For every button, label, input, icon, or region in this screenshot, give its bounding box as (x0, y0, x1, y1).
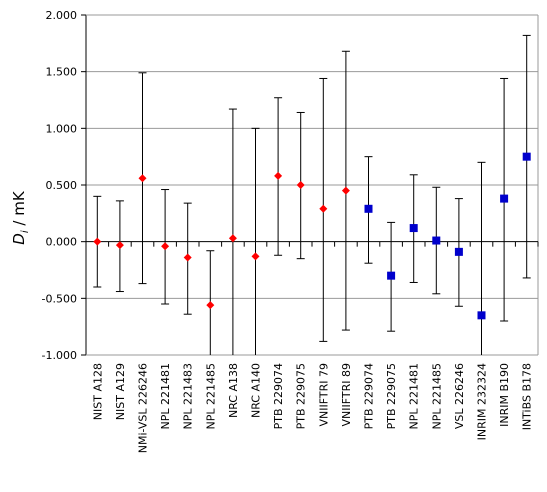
axes (81, 14, 539, 356)
x-tick-label: NIST A128 (91, 363, 104, 420)
data-point-square (522, 152, 531, 161)
y-axis-label-main: D (10, 233, 28, 245)
x-tick-label: NMi-VSL 226246 (137, 363, 150, 453)
data-point-diamond (161, 242, 170, 251)
x-tick-label: INRIM 232324 (476, 363, 489, 440)
x-tick-label: NRC A138 (227, 363, 240, 418)
x-tick-label: NIST A129 (114, 363, 127, 420)
x-tick-label: PTB 229075 (385, 363, 398, 429)
data-point-square (364, 204, 373, 213)
data-point-diamond (228, 234, 237, 243)
x-tick-label: PTB 229074 (363, 363, 376, 429)
y-axis-label: Di / mK (10, 190, 31, 245)
data-point-square (477, 311, 486, 320)
data-point-diamond (341, 186, 350, 195)
data-point-diamond (319, 204, 328, 213)
data-point-diamond (274, 171, 283, 180)
y-tick-labels: 2.000 1.500 1.000 0.500 0.000 -0.500 -1.000 (42, 9, 77, 362)
data-point-square (454, 247, 463, 256)
data-point-square (500, 194, 509, 203)
data-point-diamond (138, 174, 147, 183)
x-tick-label: NPL 221483 (182, 363, 195, 429)
y-tick-label: 0.000 (46, 236, 78, 249)
x-tick-label: INTiBS B178 (521, 363, 534, 430)
y-tick-label: 1.500 (46, 66, 78, 79)
x-tick-labels: NIST A128 NIST A129 NMi-VSL 226246 NPL 2214… (91, 363, 533, 453)
data-point-diamond (296, 181, 305, 189)
x-tick-label: VNIIFTRI 79 (317, 363, 330, 426)
data-point-square (387, 271, 396, 280)
y-tick-label: 2.000 (46, 9, 78, 22)
x-tick-label: NPL 221481 (408, 363, 421, 429)
x-tick-label: INRIM B190 (498, 363, 511, 427)
x-tick-label: VSL 226246 (453, 363, 466, 429)
data-point-diamond (183, 253, 192, 262)
x-tick-label: PTB 229075 (295, 363, 308, 429)
data-point-diamond (93, 237, 102, 246)
y-tick-label: -1.000 (42, 349, 77, 362)
x-tick-label: VNIIFTRI 89 (340, 363, 353, 426)
x-tick-label: NPL 221485 (430, 363, 443, 429)
x-tick-label: NRC A140 (250, 363, 263, 418)
y-tick-label: -0.500 (42, 292, 77, 305)
data-point-diamond (115, 241, 124, 250)
x-tick-label: NPL 221481 (159, 363, 172, 429)
data-point-square (432, 236, 441, 245)
x-tick-label: NPL 221485 (204, 363, 217, 429)
y-axis-label-unit: / mK (10, 190, 28, 230)
y-axis-label-sub: i (20, 230, 31, 233)
y-tick-label: 1.000 (46, 122, 78, 135)
x-tick-label: PTB 229074 (272, 363, 285, 429)
data-points (93, 152, 531, 320)
data-point-square (409, 224, 418, 233)
y-tick-label: 0.500 (46, 179, 78, 192)
data-point-diamond (206, 301, 215, 310)
data-point-diamond (251, 252, 260, 261)
